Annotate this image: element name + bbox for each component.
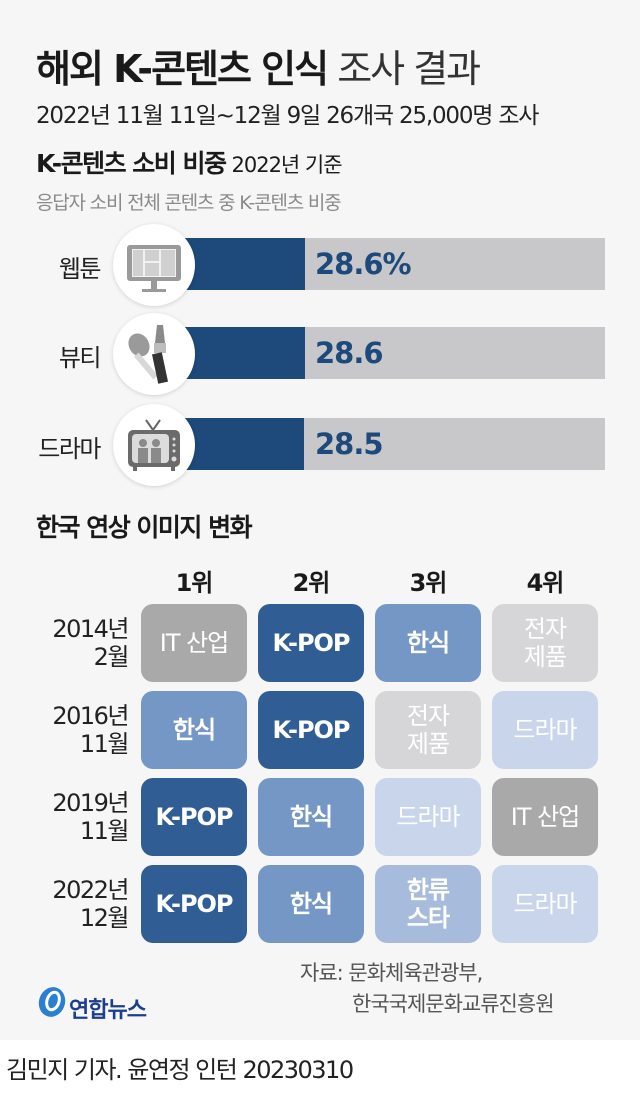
rank-header-2: 2위: [292, 569, 331, 597]
bar-row-drama: 드라마 28.5: [0, 404, 640, 486]
tv-icon: [113, 404, 195, 486]
rank-cell: 드라마: [492, 691, 598, 769]
rank-cell: K-POP: [258, 691, 364, 769]
section-consumption-title: K-콘텐츠 소비 비중 2022년 기준: [36, 144, 343, 180]
yonhap-logo-text: 연합뉴스: [69, 998, 147, 1023]
bar-label: 웹툰: [58, 255, 102, 283]
period-year: 2016년: [52, 702, 129, 730]
rank-cell: 전자 제품: [375, 691, 481, 769]
survey-subtitle: 2022년 11월 11일~12월 9일 26개국 25,000명 조사: [36, 103, 539, 129]
section-title: K-콘텐츠 소비 비중: [36, 149, 227, 178]
makeup-brush-icon: [113, 313, 195, 395]
bar-label: 드라마: [38, 435, 101, 463]
rank-cell: 드라마: [492, 865, 598, 943]
rank-cell: 한식: [375, 604, 481, 682]
rank-cell: IT 산업: [492, 778, 598, 856]
source-note: 자료: 문화체육관광부, 한국국제문화교류진흥원: [300, 958, 555, 1020]
bar-value: 28.6: [315, 336, 384, 370]
page-title: 해외 K-콘텐츠 인식 조사 결과: [36, 38, 481, 93]
period-month: 11월: [79, 817, 130, 845]
rank-cell: 한식: [141, 691, 247, 769]
bar-value: 28.6%: [315, 247, 412, 281]
bar-label: 뷰티: [58, 344, 102, 372]
source-line-2: 한국국제문화교류진흥원: [352, 992, 555, 1016]
period-label: 2019년 11월: [10, 789, 130, 845]
period-year: 2022년: [52, 876, 129, 904]
rank-cell: 드라마: [375, 778, 481, 856]
rank-cell: 한식: [258, 865, 364, 943]
section-image-change-title: 한국 연상 이미지 변화: [36, 513, 253, 542]
rank-cell: K-POP: [141, 865, 247, 943]
section-base-year: 2022년 기준: [231, 153, 342, 177]
rank-header-4: 4위: [526, 569, 565, 597]
bar-row-beauty: 뷰티 28.6: [0, 313, 640, 395]
section-note: 응답자 소비 전체 콘텐츠 중 K-콘텐츠 비중: [36, 192, 342, 214]
period-month: 12월: [79, 904, 130, 932]
rank-cell: 전자 제품: [492, 604, 598, 682]
period-label: 2016년 11월: [10, 702, 130, 758]
rank-cell: 한류 스타: [375, 865, 481, 943]
bar-row-webtoon: 웹툰 28.6%: [0, 224, 640, 306]
source-line-1: 자료: 문화체육관광부,: [300, 961, 483, 985]
period-month: 11월: [79, 730, 130, 758]
period-label: 2014년 2월: [10, 615, 130, 671]
monitor-icon: [113, 224, 195, 306]
yonhap-logo-icon: [36, 985, 68, 1023]
period-year: 2019년: [52, 789, 129, 817]
byline: 김민지 기자. 윤연정 인턴 20230310: [6, 1056, 354, 1084]
rank-cell: 한식: [258, 778, 364, 856]
period-label: 2022년 12월: [10, 876, 130, 932]
title-light: 조사 결과: [337, 47, 481, 91]
period-month: 2월: [93, 643, 130, 671]
period-year: 2014년: [52, 615, 129, 643]
title-bold: 해외 K-콘텐츠 인식: [36, 47, 329, 91]
rank-cell: IT 산업: [141, 604, 247, 682]
rank-cell: K-POP: [258, 604, 364, 682]
rank-header-1: 1위: [175, 569, 214, 597]
rank-cell: K-POP: [141, 778, 247, 856]
rank-header-3: 3위: [409, 569, 448, 597]
bar-value: 28.5: [315, 427, 384, 461]
